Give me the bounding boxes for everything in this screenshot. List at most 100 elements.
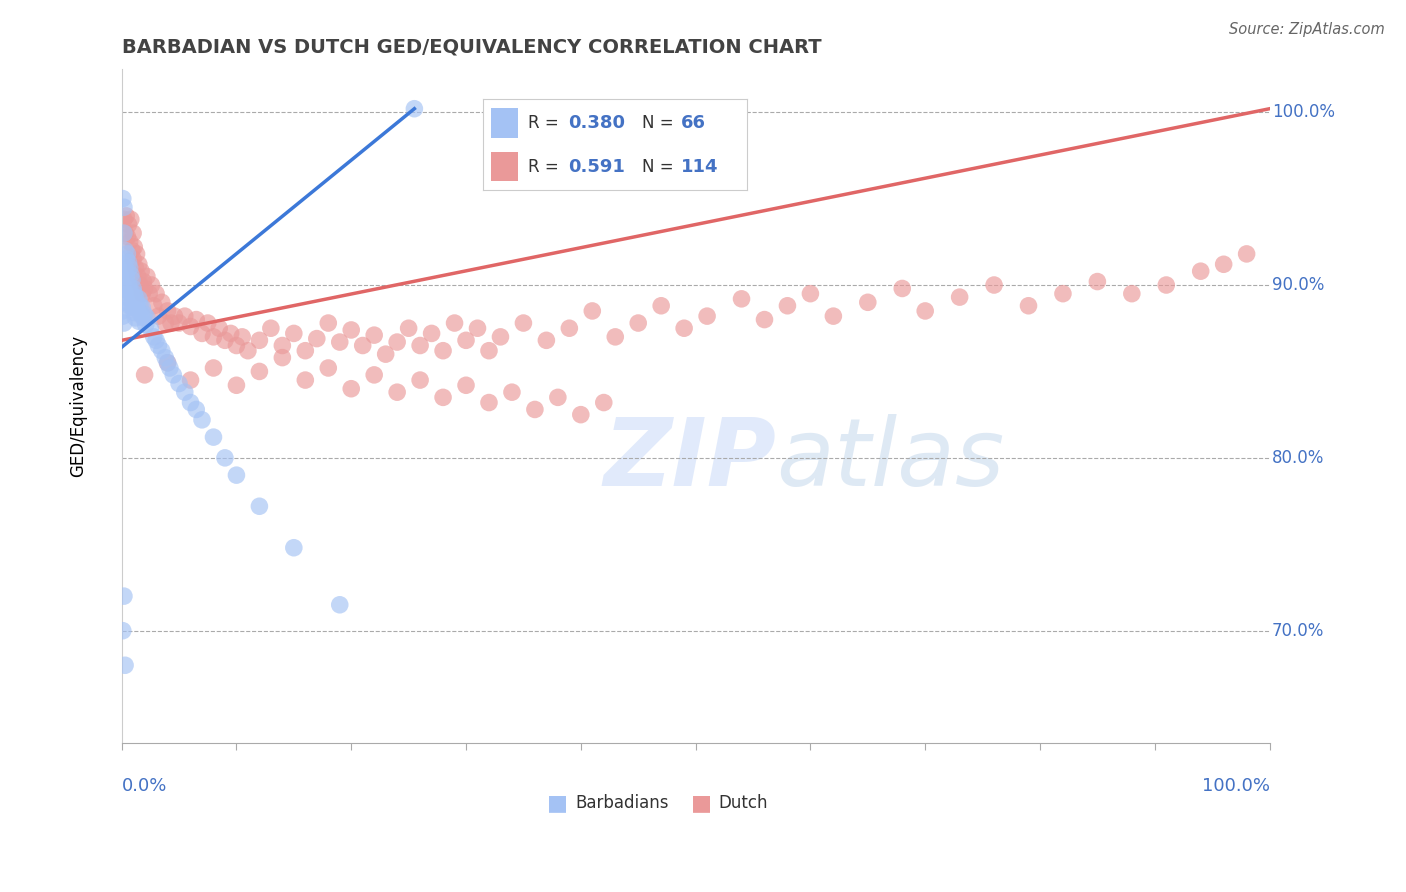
Point	[120, 286, 142, 301]
Point	[117, 255, 139, 269]
Point	[547, 390, 569, 404]
Point	[124, 306, 146, 320]
Point	[409, 373, 432, 387]
Point	[121, 273, 143, 287]
Point	[191, 413, 214, 427]
Point	[128, 314, 150, 328]
Point	[124, 286, 146, 301]
Point	[135, 269, 157, 284]
Point	[283, 541, 305, 555]
Point	[134, 368, 156, 382]
Text: 90.0%: 90.0%	[1272, 276, 1324, 294]
Point	[135, 318, 157, 332]
Point	[776, 299, 799, 313]
Point	[122, 252, 145, 266]
Point	[329, 334, 352, 349]
Point	[127, 301, 149, 315]
Point	[949, 290, 972, 304]
Point	[236, 343, 259, 358]
Point	[162, 368, 184, 382]
Point	[142, 330, 165, 344]
Point	[247, 334, 270, 348]
Point	[128, 292, 150, 306]
Point	[114, 244, 136, 258]
Point	[799, 286, 821, 301]
Point	[150, 295, 173, 310]
Point	[432, 343, 454, 358]
Text: BARBADIAN VS DUTCH GED/EQUIVALENCY CORRELATION CHART: BARBADIAN VS DUTCH GED/EQUIVALENCY CORRE…	[122, 37, 821, 56]
Point	[121, 244, 143, 258]
Point	[114, 658, 136, 673]
Point	[115, 209, 138, 223]
Point	[122, 281, 145, 295]
Point	[135, 310, 157, 325]
Point	[294, 343, 316, 358]
Point	[167, 376, 190, 391]
Point	[363, 368, 385, 382]
Point	[155, 316, 177, 330]
Point	[271, 338, 294, 352]
Point	[129, 299, 152, 313]
Point	[478, 395, 501, 409]
Text: atlas: atlas	[776, 415, 1004, 506]
Point	[558, 321, 581, 335]
Point	[581, 304, 603, 318]
Text: Dutch: Dutch	[718, 794, 768, 812]
Point	[305, 332, 328, 346]
Point	[186, 402, 208, 417]
Point	[1236, 247, 1258, 261]
Point	[329, 598, 352, 612]
Point	[117, 229, 139, 244]
Point	[219, 326, 242, 341]
Point	[231, 330, 253, 344]
Point	[145, 286, 167, 301]
Point	[150, 343, 173, 358]
Point	[134, 307, 156, 321]
Point	[225, 468, 247, 483]
Point	[202, 330, 225, 344]
Point	[730, 292, 752, 306]
Point	[432, 390, 454, 404]
Point	[627, 316, 650, 330]
Point	[247, 500, 270, 514]
Point	[156, 356, 179, 370]
Point	[115, 252, 138, 266]
Point	[398, 321, 420, 335]
Point	[148, 309, 170, 323]
Point	[132, 275, 155, 289]
Point	[129, 307, 152, 321]
Point	[823, 309, 845, 323]
Point	[138, 286, 160, 301]
Point	[454, 334, 477, 348]
Point	[159, 361, 181, 376]
Point	[1121, 286, 1143, 301]
Point	[124, 260, 146, 275]
Point	[316, 316, 339, 330]
Point	[523, 402, 546, 417]
Point	[142, 299, 165, 313]
Text: 70.0%: 70.0%	[1272, 622, 1324, 640]
Point	[111, 624, 134, 638]
Point	[191, 326, 214, 341]
Point	[163, 309, 186, 323]
Point	[467, 321, 489, 335]
Point	[260, 321, 283, 335]
Point	[114, 260, 136, 275]
Point	[271, 351, 294, 365]
Point	[120, 268, 142, 282]
Point	[121, 292, 143, 306]
Point	[283, 326, 305, 341]
Point	[891, 281, 914, 295]
Point	[409, 338, 432, 352]
Point	[420, 326, 443, 341]
Point	[112, 226, 135, 240]
Point	[114, 295, 136, 310]
Point	[115, 269, 138, 284]
Point	[125, 247, 148, 261]
Point	[120, 212, 142, 227]
Point	[117, 218, 139, 232]
Point	[197, 316, 219, 330]
Text: ■: ■	[690, 794, 711, 814]
Point	[131, 286, 153, 301]
Point	[404, 102, 426, 116]
